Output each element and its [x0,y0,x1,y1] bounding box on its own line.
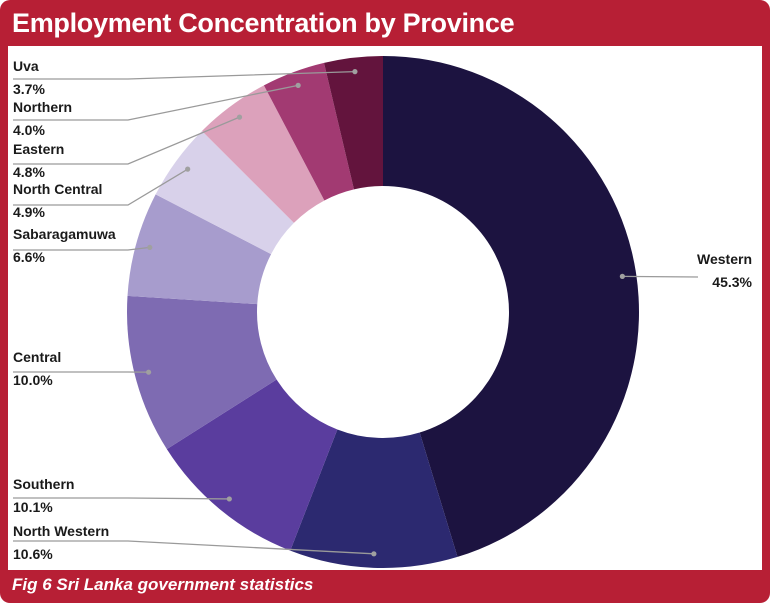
slice-label-northern: Northern [13,99,72,115]
leader-line-northern [13,84,299,121]
leader-line-eastern [13,116,240,165]
slice-label-western: Western [697,251,752,267]
slice-value-north-central: 4.9% [13,204,45,220]
slice-southern [166,379,338,551]
leader-line-western [622,275,699,278]
chart-panel: Western 45.3% North Western 10.6% Southern 10… [8,46,762,570]
leader-dot-central [146,369,152,375]
leader-dot-southern [226,496,232,502]
slice-uva [324,56,383,190]
leader-dot-northern [295,82,301,88]
slice-label-uva: Uva [13,58,39,74]
leader-dot-western [619,273,625,279]
leader-dot-uva [352,69,358,75]
slice-north-central [155,130,294,255]
donut-slices [126,56,639,568]
slice-labels: Western 45.3% North Western 10.6% Southern 10… [13,58,753,562]
leader-dot-eastern [236,114,243,120]
slice-sabaragamuwa [127,194,272,305]
leader-line-southern [13,497,230,500]
slice-label-north-central: North Central [13,181,102,197]
leader-line-north-central [13,168,189,206]
slice-label-central: Central [13,349,61,365]
leader-lines [13,69,699,557]
chart-title: Employment Concentration by Province [12,8,515,38]
slice-value-western: 45.3% [712,274,752,290]
slice-label-sabaragamuwa: Sabaragamuwa [13,226,116,242]
slice-value-north-western: 10.6% [13,546,53,562]
slice-central [126,295,277,450]
leader-dot-sabaragamuwa [147,244,153,251]
leader-line-north-western [13,540,374,555]
slice-value-central: 10.0% [13,372,53,388]
slice-value-northern: 4.0% [13,122,45,138]
slice-western [383,56,639,557]
leader-line-sabaragamuwa [13,246,150,251]
leader-line-uva [13,70,355,80]
leader-dot-north-central [185,166,191,172]
slice-value-southern: 10.1% [13,499,53,515]
leader-dot-north-western [371,551,377,557]
slice-label-north-western: North Western [13,523,109,539]
donut-chart: Western 45.3% North Western 10.6% Southern 10… [13,56,753,568]
slice-value-sabaragamuwa: 6.6% [13,249,45,265]
slice-label-southern: Southern [13,476,74,492]
slice-northern [263,62,354,201]
slice-north-western [290,429,458,568]
slice-label-eastern: Eastern [13,141,64,157]
figure-caption: Fig 6 Sri Lanka government statistics [12,575,314,594]
slice-value-uva: 3.7% [13,81,45,97]
slice-value-eastern: 4.8% [13,164,45,180]
